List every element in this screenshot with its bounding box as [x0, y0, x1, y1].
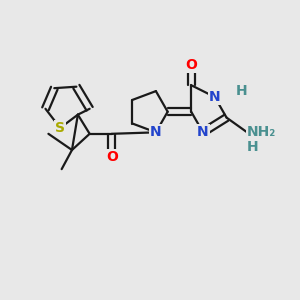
- Text: H: H: [236, 84, 247, 98]
- Text: N: N: [150, 125, 162, 139]
- Text: O: O: [185, 58, 197, 72]
- Text: O: O: [106, 150, 118, 164]
- Text: N: N: [209, 90, 220, 104]
- Text: NH: NH: [247, 125, 270, 139]
- Text: S: S: [55, 121, 65, 135]
- Text: N: N: [197, 125, 209, 139]
- Text: H: H: [247, 140, 259, 154]
- Text: NH₂: NH₂: [247, 125, 276, 139]
